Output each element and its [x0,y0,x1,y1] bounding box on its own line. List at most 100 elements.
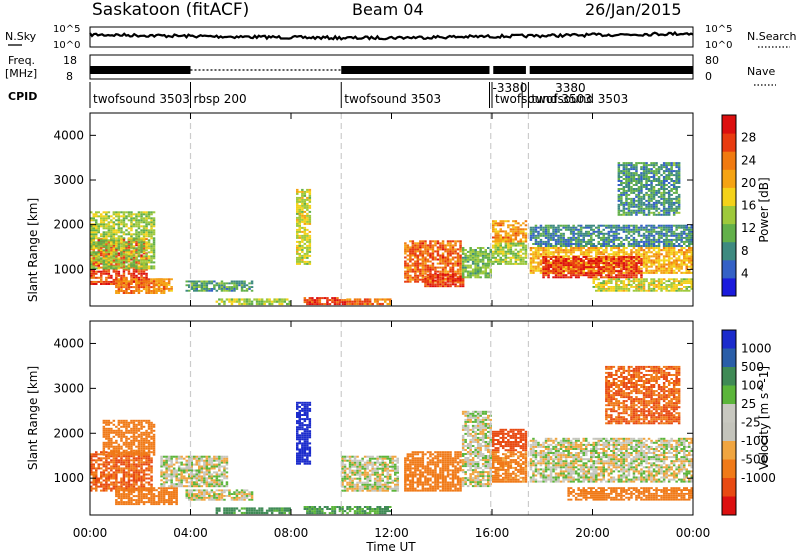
heatmap-cell [125,268,128,271]
heatmap-cell [615,226,618,229]
heatmap-cell [519,262,523,265]
heatmap-cell [595,262,598,265]
heatmap-cell [115,280,118,283]
heatmap-cell [670,289,673,292]
heatmap-cell [665,178,668,180]
heatmap-cell [313,299,317,302]
heatmap-cell [215,300,219,303]
heatmap-cell [157,290,161,292]
heatmap-cell [625,276,628,279]
heatmap-cell [92,237,95,240]
heatmap-cell [120,251,123,254]
heatmap-cell [110,227,113,230]
heatmap-cell [650,232,653,235]
heatmap-cell [235,280,239,283]
heatmap-cell [532,271,535,274]
heatmap-cell [612,245,616,247]
heatmap-cell [112,211,116,214]
heatmap-cell [487,276,490,279]
heatmap-cell [630,172,633,175]
heatmap-cell [245,288,249,290]
heatmap-cell [100,262,103,265]
heatmap-cell [102,249,106,252]
heatmap-cell [492,226,495,229]
heatmap-cell [650,193,653,196]
heatmap-cell [647,249,651,252]
heatmap-cell [140,243,143,246]
heatmap-cell [444,274,447,277]
freq-block [90,66,191,74]
freq-trace [90,66,693,74]
heatmap-cell [301,196,304,199]
heatmap-cell [519,244,523,247]
heatmap-cell [140,257,143,260]
heatmap-cell [115,251,118,254]
heatmap-cell [650,205,653,208]
heatmap-cell [690,234,693,237]
heatmap-cell [416,242,420,245]
heatmap-cell [677,176,681,178]
heatmap-cell [424,279,427,282]
heatmap-cell [105,467,108,470]
heatmap-cell [665,280,668,283]
heatmap-cell [620,170,623,173]
heatmap-cell [137,235,141,238]
heatmap-cell [308,210,312,213]
heatmap-cell [514,262,518,265]
heatmap-cell [102,283,106,285]
heatmap-cell [429,266,432,269]
heatmap-cell [451,272,455,275]
heatmap-cell [559,266,563,269]
heatmap-cell [90,469,93,472]
heatmap-cell [680,247,683,250]
heatmap-cell [92,270,95,273]
heatmap-cell [170,287,173,290]
heatmap-cell [667,189,671,192]
heatmap-cell [617,178,621,180]
heatmap-cell [381,302,384,306]
heatmap-cell [414,276,417,279]
heatmap-cell [421,258,425,261]
heatmap-cell [672,188,676,190]
heatmap-cell [97,253,100,256]
heatmap-cell [105,237,108,240]
heatmap-cell [590,234,593,237]
heatmap-cell [615,238,618,241]
heatmap-cell [622,178,626,180]
heatmap-cell [469,252,472,255]
heatmap-cell [92,481,95,484]
heatmap-cell [630,276,633,279]
heatmap-cell [220,282,224,285]
heatmap-cell [650,186,653,188]
heatmap-cell [150,292,153,294]
heatmap-cell [502,250,505,253]
heatmap-cell [617,287,621,290]
heatmap-cell [559,236,563,239]
heatmap-cell [120,245,123,248]
heatmap-cell [642,162,646,165]
heatmap-cell [645,228,648,231]
heatmap-cell [426,260,430,263]
heatmap-cell [667,170,671,173]
heatmap-cell [454,283,457,286]
freq-label-line1: Freq. [8,54,35,67]
heatmap-cell [637,197,641,200]
heatmap-cell [625,168,628,171]
heatmap-cell [492,260,495,263]
heatmap-cell [647,247,651,250]
heatmap-cell [92,283,95,285]
heatmap-cell [135,278,138,281]
heatmap-cell [620,195,623,198]
heatmap-cell [145,253,148,256]
heatmap-cell [135,284,138,287]
heatmap-cell [635,230,638,233]
heatmap-cell [441,254,445,257]
heatmap-cell [142,272,146,275]
heatmap-cell [105,219,108,222]
heatmap-cell [439,256,442,259]
heatmap-cell [117,257,121,260]
heatmap-cell [132,272,136,275]
heatmap-cell [409,276,412,279]
heatmap-cell [100,221,103,224]
heatmap-cell [426,270,430,273]
